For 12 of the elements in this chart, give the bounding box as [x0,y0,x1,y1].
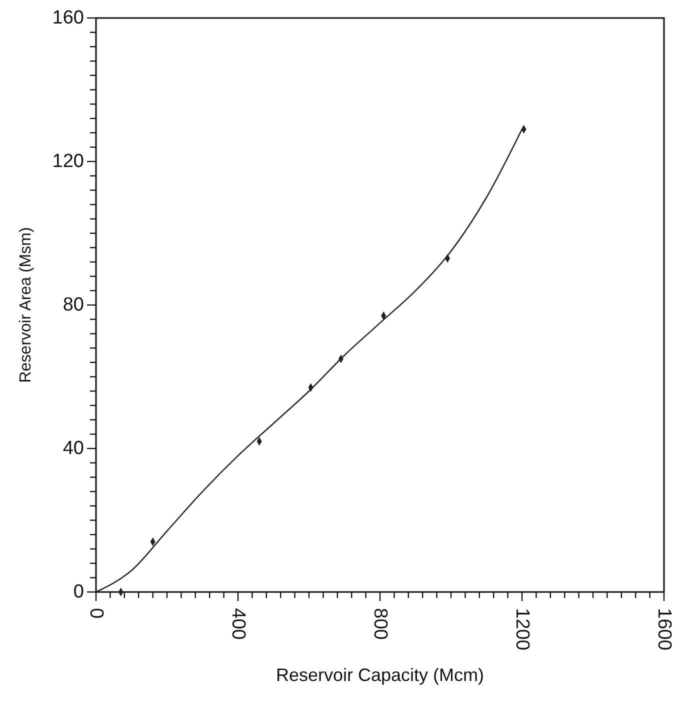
y-axis-title: Reservoir Area (Msm) [18,227,34,383]
y-tick-label: 160 [52,8,84,28]
x-tick-label: 800 [370,608,390,640]
x-tick-label: 1600 [654,608,674,650]
x-axis-title: Reservoir Capacity (Mcm) [276,665,484,685]
x-tick-label: 0 [86,608,106,619]
x-tick-label: 1200 [512,608,532,650]
y-tick-label: 40 [62,438,84,459]
y-tick-label: 80 [62,294,84,316]
y-tick-label: 0 [73,582,84,602]
x-tick-label: 400 [228,608,248,640]
y-tick-label: 120 [52,151,84,172]
